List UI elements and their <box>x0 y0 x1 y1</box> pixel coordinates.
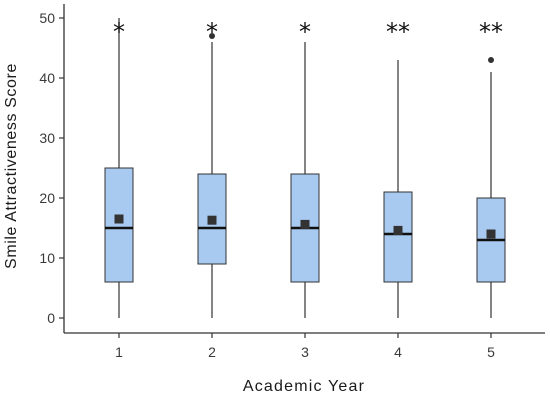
y-tick-label: 40 <box>39 70 55 86</box>
boxes-layer: * * * ** ** <box>104 18 506 318</box>
box-group-year-3: * <box>290 18 320 318</box>
x-tick-label: 4 <box>394 344 402 360</box>
mean-marker <box>300 219 310 229</box>
outlier-point <box>488 57 494 63</box>
y-tick-label: 10 <box>39 250 55 266</box>
significance-label: ** <box>479 18 503 46</box>
significance-label: * <box>299 18 311 46</box>
box-group-year-2: * <box>197 18 227 318</box>
x-tick-label: 5 <box>487 344 495 360</box>
significance-label: ** <box>386 18 410 46</box>
outlier-point <box>209 33 215 39</box>
mean-marker <box>393 225 403 235</box>
x-tick-label: 2 <box>208 344 216 360</box>
mean-marker <box>207 215 217 225</box>
significance-label: * <box>206 18 218 46</box>
box-group-year-4: ** <box>383 18 413 318</box>
x-tick-label: 1 <box>115 344 123 360</box>
y-axis-title: Smile Attractiveness Score <box>3 63 20 269</box>
box-group-year-5: ** <box>476 18 506 318</box>
iqr-box <box>383 191 413 283</box>
y-axis-ticks: 0 10 20 30 40 50 <box>39 10 64 326</box>
mean-marker <box>114 214 124 224</box>
mean-marker <box>486 229 496 239</box>
y-tick-label: 30 <box>39 130 55 146</box>
x-axis-ticks: 1 2 3 4 5 <box>115 333 495 360</box>
significance-label: * <box>113 18 125 46</box>
y-tick-label: 0 <box>47 310 55 326</box>
x-tick-label: 3 <box>301 344 309 360</box>
y-tick-label: 50 <box>39 10 55 26</box>
iqr-box <box>104 167 134 283</box>
box-group-year-1: * <box>104 18 134 318</box>
y-tick-label: 20 <box>39 190 55 206</box>
x-axis-title: Academic Year <box>243 378 365 395</box>
